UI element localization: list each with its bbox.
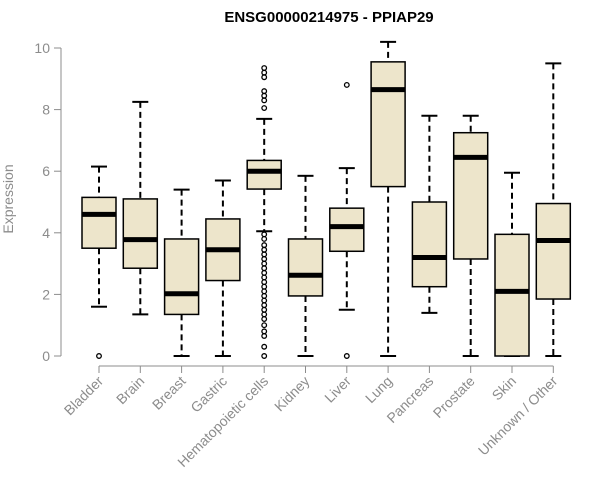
box-iqr xyxy=(370,61,406,188)
y-tick-label: 0 xyxy=(42,348,50,364)
outlier-point xyxy=(261,88,268,95)
outlier-point xyxy=(261,297,268,304)
outlier-point xyxy=(261,316,268,322)
outlier-point xyxy=(261,105,268,112)
outlier-point xyxy=(261,69,268,76)
outlier-point xyxy=(96,353,102,359)
outlier-point xyxy=(261,65,268,71)
box-iqr xyxy=(329,207,365,253)
outlier-point xyxy=(261,251,268,258)
box-iqr xyxy=(452,131,489,260)
outlier-point xyxy=(261,353,268,359)
outlier-point xyxy=(261,333,268,339)
y-axis-label: Expression xyxy=(0,164,16,233)
y-tick-label: 6 xyxy=(42,163,50,179)
box-iqr xyxy=(122,198,159,269)
box-lung xyxy=(370,40,406,357)
y-axis: 0 2 4 6 8 10 xyxy=(34,40,62,364)
x-tick-label: Lung xyxy=(362,373,395,406)
outlier-point xyxy=(261,274,268,281)
box-gastric xyxy=(205,179,241,357)
box-kidney xyxy=(287,174,324,357)
plot-area xyxy=(81,40,572,359)
box-liver xyxy=(329,82,365,359)
y-tick-label: 2 xyxy=(42,286,50,302)
outlier-point xyxy=(261,92,268,99)
box-iqr xyxy=(535,202,572,300)
outlier-point xyxy=(261,236,268,242)
outlier-point xyxy=(261,283,268,290)
outlier-point xyxy=(261,97,268,104)
x-tick-label: Prostate xyxy=(430,373,478,421)
x-tick-label: Breast xyxy=(149,373,189,413)
x-tick-label: Bladder xyxy=(61,373,107,419)
box-brain xyxy=(122,100,159,316)
y-tick-label: 8 xyxy=(42,102,50,118)
x-tick-label: Kidney xyxy=(271,373,313,415)
outlier-point xyxy=(261,302,268,309)
box-iqr xyxy=(494,233,530,357)
box-bladder xyxy=(81,165,117,359)
box-iqr xyxy=(287,238,324,297)
outlier-point xyxy=(261,269,268,276)
outlier-point xyxy=(261,306,268,313)
outlier-point xyxy=(261,343,268,350)
outlier-point xyxy=(261,256,268,262)
y-tick-label: 10 xyxy=(34,40,50,56)
chart-title: ENSG00000214975 - PPIAP29 xyxy=(224,9,433,26)
x-tick-label: Skin xyxy=(489,373,520,404)
outlier-point xyxy=(261,292,268,299)
outlier-point xyxy=(261,265,268,272)
outlier-point xyxy=(261,311,268,318)
outlier-point xyxy=(261,288,268,295)
outlier-point xyxy=(261,246,268,253)
box-iqr xyxy=(81,196,117,249)
x-tick-label: Brain xyxy=(113,373,147,407)
y-tick-label: 4 xyxy=(42,225,50,241)
outlier-point xyxy=(261,260,268,267)
box-iqr xyxy=(163,238,200,316)
outlier-point xyxy=(343,353,350,359)
box-iqr xyxy=(246,159,282,190)
outlier-point xyxy=(343,82,350,88)
box-skin xyxy=(494,171,530,357)
outlier-point xyxy=(261,322,268,329)
box-hematopoietic-cells xyxy=(246,65,282,359)
box-pancreas xyxy=(411,114,448,314)
box-breast xyxy=(163,188,200,357)
outlier-point xyxy=(261,279,268,286)
box-iqr xyxy=(411,201,448,288)
x-tick-label: Liver xyxy=(321,373,354,406)
outlier-point xyxy=(261,242,268,249)
box-prostate xyxy=(452,114,489,357)
outlier-point xyxy=(261,74,268,81)
box-unknown-other xyxy=(535,62,572,357)
outlier-point xyxy=(261,328,268,335)
outlier-point xyxy=(261,231,268,238)
